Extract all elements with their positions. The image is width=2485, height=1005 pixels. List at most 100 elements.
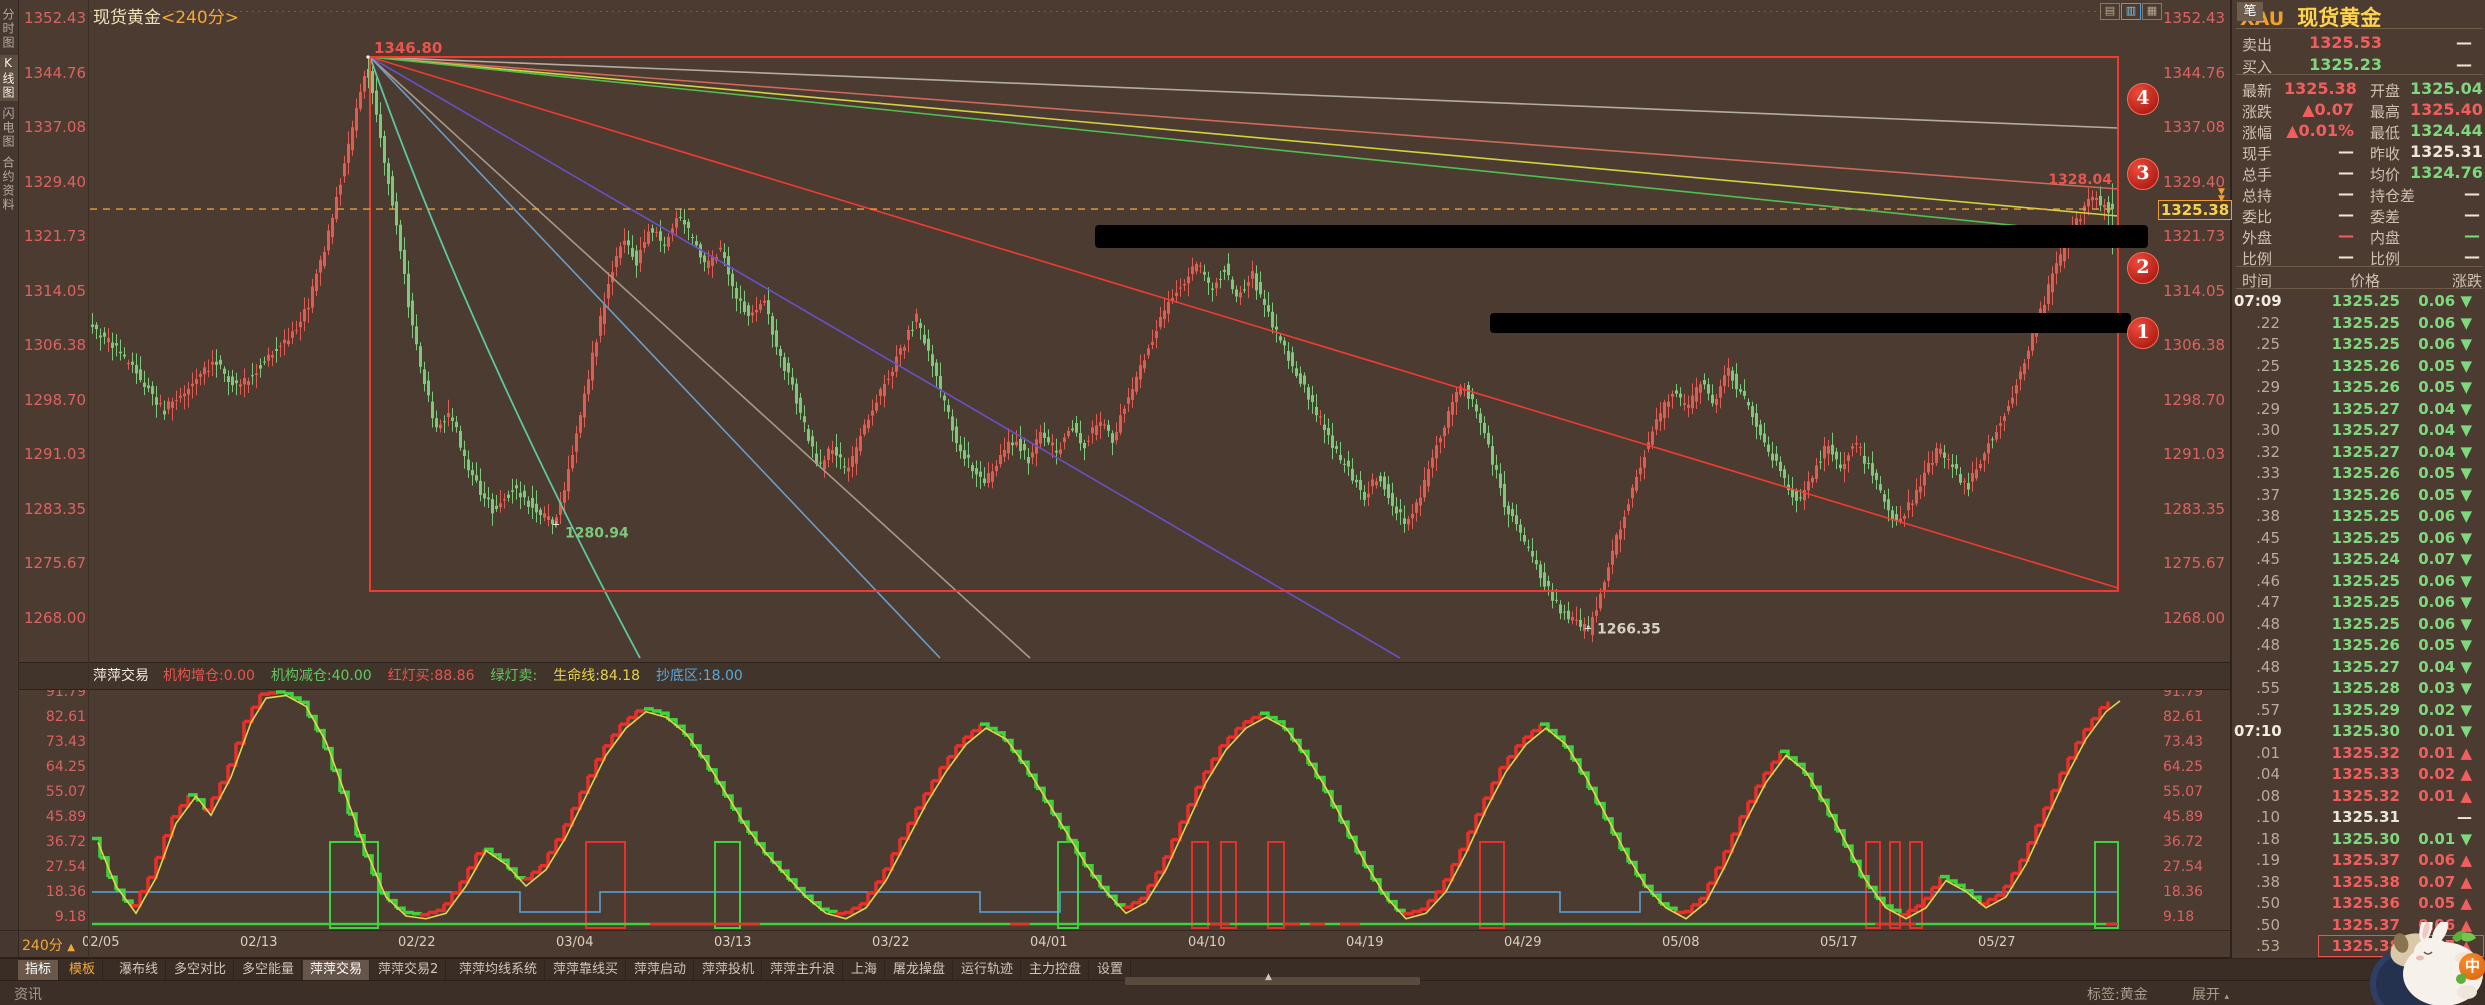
main-chart-canvas[interactable]: 1346.80 +1280.94 + 1266.35 1328.04 [0, 0, 2230, 958]
quote-label: 最低 [2370, 124, 2401, 142]
tape-change: 0.01 ▲ [2418, 743, 2472, 762]
tape-change: 0.01 ▼ [2418, 722, 2472, 740]
tape-change: 0.06 ▼ [2418, 292, 2472, 310]
red-pulse [1865, 840, 1881, 930]
chart-title: 现货黄金<240分> [93, 3, 239, 28]
date-tick: 02/22 [398, 935, 436, 950]
quote-label: 外盘 [2242, 229, 2273, 247]
sidebar-item-3[interactable]: 闪电图 [1, 107, 15, 149]
pen-button[interactable]: 笔 [2237, 2, 2263, 21]
indicator-tab[interactable]: 主力控盘 [1022, 960, 1090, 980]
tape-time: .45 [2256, 550, 2280, 568]
green-pulse [1057, 840, 1079, 930]
indicator-tab[interactable]: 萍萍交易2 [371, 960, 447, 980]
chart-title-symbol: 现货黄金 [93, 8, 161, 28]
quote-label: 总持 [2242, 187, 2273, 205]
tape-header-price: 价格 [2350, 272, 2381, 290]
tape-price: 1325.26 [2331, 356, 2400, 375]
price-pointer-icon[interactable]: ▼ ▼ [2218, 187, 2225, 204]
red-pulse [585, 840, 626, 930]
tape-time: .37 [2256, 485, 2280, 504]
tape-change: 0.01 ▲ [2418, 786, 2472, 805]
quote-value: 1325.23 [2309, 55, 2382, 74]
tape-time: .57 [2256, 700, 2280, 719]
scale-right-icon[interactable]: ▦ [2142, 3, 2162, 20]
tape-change: 0.05 ▼ [2418, 636, 2472, 654]
indicator-tab[interactable]: 瀑布线 [112, 960, 167, 980]
tape-time: .38 [2256, 507, 2280, 525]
indicator-tab[interactable]: 萍萍投机 [695, 960, 763, 980]
indicator-tab[interactable]: 运行轨迹 [954, 960, 1022, 980]
peak-annotation: 1346.80 [374, 39, 442, 57]
quote-label: 现手 [2242, 145, 2273, 163]
tape-time: .46 [2256, 571, 2280, 590]
indicator-tab[interactable]: 设置 [1090, 960, 1132, 980]
level-circle-4: 4 [2127, 83, 2159, 116]
quote-value: — [2464, 247, 2480, 266]
indicator-tab[interactable]: 多空能量 [235, 960, 303, 980]
date-tick: 03/04 [556, 935, 594, 950]
tape-price: 1325.28 [2331, 679, 2400, 697]
tape-time: .53 [2256, 937, 2280, 955]
indicator-tab[interactable]: 萍萍主升浪 [763, 960, 844, 980]
fan-line [369, 56, 2119, 589]
indicator-flag-icon[interactable]: ▥ [2121, 3, 2141, 20]
price-tick-right: 1314.05 [2163, 281, 2226, 300]
news-tab[interactable]: 资讯 [14, 987, 42, 1003]
price-tick-right: 1344.76 [2163, 63, 2226, 82]
red-pulse [1191, 840, 1209, 930]
indicator-tab[interactable]: 萍萍均线系统 [452, 960, 546, 980]
sidebar-item-4[interactable]: 合约资料 [1, 156, 15, 212]
tape-time: .47 [2256, 593, 2280, 611]
last-price-tag: 1325.38 [2158, 200, 2232, 220]
tape-change: 0.05 ▼ [2418, 464, 2472, 482]
indicator-tick-right: 18.36 [2163, 884, 2204, 900]
quote-label: 内盘 [2370, 229, 2401, 247]
black-bar [1095, 225, 2148, 248]
tab-template[interactable]: 模板 [62, 960, 104, 980]
indicator-tab[interactable]: 上海 [844, 960, 886, 980]
date-tick: 03/22 [872, 935, 910, 950]
tape-change: 0.04 ▼ [2418, 442, 2472, 461]
tab-indicator[interactable]: 指标 [18, 960, 60, 980]
fan-curve [369, 56, 641, 659]
quote-value: — [2338, 247, 2354, 266]
quote-label: 涨幅 [2242, 124, 2273, 142]
tape-price: 1325.31 [2331, 808, 2400, 826]
temperature-label: 温度 [2440, 987, 2468, 1003]
indicator-tick-left: 82.61 [45, 709, 86, 725]
period-selector[interactable]: 240分 ▲ [22, 938, 75, 954]
indicator-tab[interactable]: 萍萍交易 [303, 960, 371, 980]
zhong-badge[interactable]: 中 [2456, 953, 2485, 984]
quote-value: 1325.53 [2309, 33, 2382, 52]
tape-price: 1325.38 [2331, 872, 2400, 891]
indicator-tick-right: 64.25 [2163, 759, 2204, 775]
tape-price: 1325.25 [2331, 614, 2400, 633]
indicator-tab[interactable]: 萍萍靠线买 [546, 960, 627, 980]
expand-button[interactable]: 展开 ▴ [2192, 987, 2229, 1003]
green-pulse [714, 840, 741, 930]
indicator-tab[interactable]: 萍萍启动 [627, 960, 695, 980]
sidebar-item-1[interactable]: 分时图 [1, 8, 15, 50]
tape-change: 0.01 ▼ [2418, 829, 2472, 848]
tape-price: 1325.25 [2331, 313, 2400, 332]
price-tick-left: 1268.00 [23, 608, 86, 627]
indicator-tab[interactable]: 屠龙操盘 [886, 960, 954, 980]
quote-label: 卖出 [2242, 36, 2273, 54]
price-tick-left: 1283.35 [23, 499, 86, 518]
indicator-name[interactable]: 萍萍交易 [93, 668, 149, 684]
tape-price: 1325.27 [2331, 442, 2400, 461]
panel-splitter[interactable]: ▲ [1125, 972, 1420, 985]
tape-change: 0.06 ▼ [2418, 614, 2472, 633]
tape-time: .33 [2256, 464, 2280, 482]
fan-line [369, 56, 941, 659]
indicator-tab[interactable]: 多空对比 [167, 960, 235, 980]
divider [2236, 266, 2483, 267]
quote-label: 委比 [2242, 208, 2273, 226]
tape-price: 1325.26 [2331, 464, 2400, 482]
tape-price: 1325.30 [2331, 722, 2400, 740]
quote-value: 1325.31 [2410, 142, 2483, 161]
tape-change: 0.06 ▼ [2418, 593, 2472, 611]
sidebar-item-2[interactable]: K线图 [0, 55, 18, 101]
quote-label: 最高 [2370, 103, 2401, 121]
